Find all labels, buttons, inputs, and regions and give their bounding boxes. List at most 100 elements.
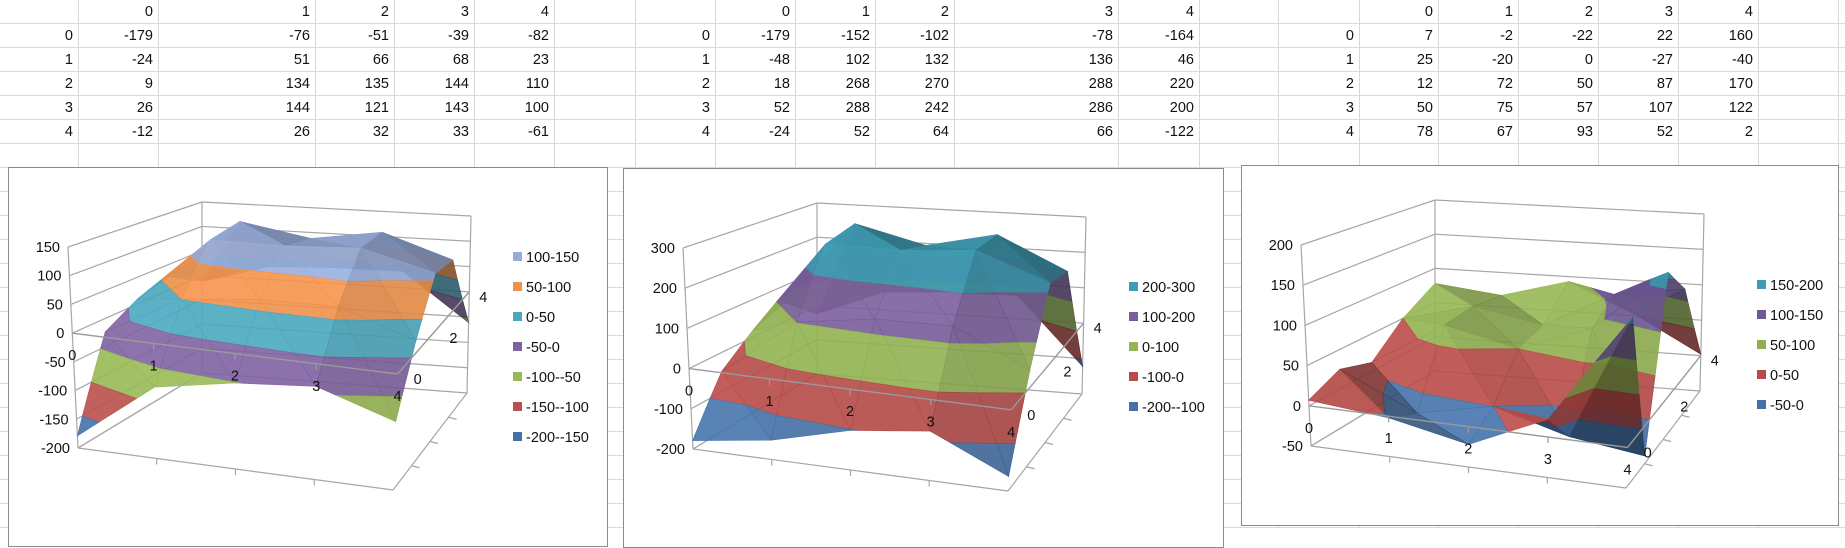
- value-cell[interactable]: 270: [875, 72, 954, 96]
- value-cell[interactable]: -61: [474, 120, 554, 144]
- value-cell[interactable]: -48: [715, 48, 795, 72]
- legend-item[interactable]: 0-100: [1129, 340, 1179, 356]
- value-cell[interactable]: 2: [1678, 120, 1758, 144]
- value-cell[interactable]: 78: [1359, 120, 1438, 144]
- value-cell[interactable]: 135: [315, 72, 394, 96]
- column-header-cell[interactable]: 3: [1598, 0, 1678, 24]
- column-header-cell[interactable]: 0: [715, 0, 795, 24]
- value-cell[interactable]: -82: [474, 24, 554, 48]
- row-label-cell[interactable]: 0: [0, 24, 78, 48]
- value-cell[interactable]: 23: [474, 48, 554, 72]
- value-cell[interactable]: -27: [1598, 48, 1678, 72]
- value-cell[interactable]: 67: [1438, 120, 1518, 144]
- value-cell[interactable]: 50: [1359, 96, 1438, 120]
- row-label-cell[interactable]: 0: [1278, 24, 1359, 48]
- row-label-cell[interactable]: 1: [0, 48, 78, 72]
- value-cell[interactable]: 132: [875, 48, 954, 72]
- value-cell[interactable]: 66: [954, 120, 1118, 144]
- value-cell[interactable]: 134: [158, 72, 315, 96]
- value-cell[interactable]: 50: [1518, 72, 1598, 96]
- legend-item[interactable]: -50-0: [1757, 398, 1804, 414]
- value-cell[interactable]: -164: [1118, 24, 1199, 48]
- value-cell[interactable]: 12: [1359, 72, 1438, 96]
- value-cell[interactable]: 72: [1438, 72, 1518, 96]
- value-cell[interactable]: -39: [394, 24, 474, 48]
- value-cell[interactable]: -22: [1518, 24, 1598, 48]
- value-cell[interactable]: 286: [954, 96, 1118, 120]
- column-header-cell[interactable]: 2: [875, 0, 954, 24]
- row-label-cell[interactable]: 1: [635, 48, 715, 72]
- legend-item[interactable]: 100-200: [1129, 310, 1195, 326]
- value-cell[interactable]: -179: [78, 24, 158, 48]
- value-cell[interactable]: 68: [394, 48, 474, 72]
- value-cell[interactable]: 87: [1598, 72, 1678, 96]
- value-cell[interactable]: 121: [315, 96, 394, 120]
- value-cell[interactable]: 110: [474, 72, 554, 96]
- legend-item[interactable]: 50-100: [513, 280, 571, 296]
- value-cell[interactable]: -102: [875, 24, 954, 48]
- value-cell[interactable]: 268: [795, 72, 875, 96]
- column-header-cell[interactable]: 4: [1678, 0, 1758, 24]
- value-cell[interactable]: 200: [1118, 96, 1199, 120]
- value-cell[interactable]: 7: [1359, 24, 1438, 48]
- value-cell[interactable]: 93: [1518, 120, 1598, 144]
- legend-item[interactable]: 0-50: [1757, 368, 1799, 384]
- value-cell[interactable]: 25: [1359, 48, 1438, 72]
- column-header-cell[interactable]: 4: [1118, 0, 1199, 24]
- value-cell[interactable]: 51: [158, 48, 315, 72]
- row-label-cell[interactable]: 2: [1278, 72, 1359, 96]
- value-cell[interactable]: 0: [1518, 48, 1598, 72]
- column-header-cell[interactable]: 0: [78, 0, 158, 24]
- value-cell[interactable]: 9: [78, 72, 158, 96]
- legend-item[interactable]: -100-0: [1129, 370, 1184, 386]
- value-cell[interactable]: -40: [1678, 48, 1758, 72]
- value-cell[interactable]: 144: [158, 96, 315, 120]
- column-header-cell[interactable]: 1: [1438, 0, 1518, 24]
- value-cell[interactable]: -122: [1118, 120, 1199, 144]
- value-cell[interactable]: 46: [1118, 48, 1199, 72]
- row-label-cell[interactable]: 2: [0, 72, 78, 96]
- legend-item[interactable]: 150-200: [1757, 278, 1823, 294]
- legend-item[interactable]: 50-100: [1757, 338, 1815, 354]
- column-header-cell[interactable]: 0: [1359, 0, 1438, 24]
- value-cell[interactable]: 32: [315, 120, 394, 144]
- value-cell[interactable]: 52: [1598, 120, 1678, 144]
- row-label-cell[interactable]: 3: [635, 96, 715, 120]
- column-header-cell[interactable]: 1: [158, 0, 315, 24]
- value-cell[interactable]: 143: [394, 96, 474, 120]
- value-cell[interactable]: 52: [795, 120, 875, 144]
- value-cell[interactable]: 66: [315, 48, 394, 72]
- legend-item[interactable]: -50-0: [513, 340, 560, 356]
- value-cell[interactable]: 64: [875, 120, 954, 144]
- legend-item[interactable]: -200--100: [1129, 400, 1205, 416]
- value-cell[interactable]: -24: [78, 48, 158, 72]
- legend-item[interactable]: 0-50: [513, 310, 555, 326]
- value-cell[interactable]: 33: [394, 120, 474, 144]
- value-cell[interactable]: 26: [158, 120, 315, 144]
- value-cell[interactable]: 144: [394, 72, 474, 96]
- legend-item[interactable]: 100-150: [513, 250, 579, 266]
- value-cell[interactable]: -2: [1438, 24, 1518, 48]
- value-cell[interactable]: -20: [1438, 48, 1518, 72]
- row-label-cell[interactable]: 4: [1278, 120, 1359, 144]
- row-label-cell[interactable]: 0: [635, 24, 715, 48]
- value-cell[interactable]: 160: [1678, 24, 1758, 48]
- value-cell[interactable]: 22: [1598, 24, 1678, 48]
- value-cell[interactable]: 288: [795, 96, 875, 120]
- value-cell[interactable]: 18: [715, 72, 795, 96]
- row-label-cell[interactable]: 3: [0, 96, 78, 120]
- value-cell[interactable]: 26: [78, 96, 158, 120]
- value-cell[interactable]: -152: [795, 24, 875, 48]
- value-cell[interactable]: 136: [954, 48, 1118, 72]
- row-label-cell[interactable]: 4: [0, 120, 78, 144]
- legend-item[interactable]: 100-150: [1757, 308, 1823, 324]
- value-cell[interactable]: 170: [1678, 72, 1758, 96]
- value-cell[interactable]: 100: [474, 96, 554, 120]
- row-label-cell[interactable]: 2: [635, 72, 715, 96]
- legend-item[interactable]: -150--100: [513, 400, 589, 416]
- value-cell[interactable]: -179: [715, 24, 795, 48]
- value-cell[interactable]: 122: [1678, 96, 1758, 120]
